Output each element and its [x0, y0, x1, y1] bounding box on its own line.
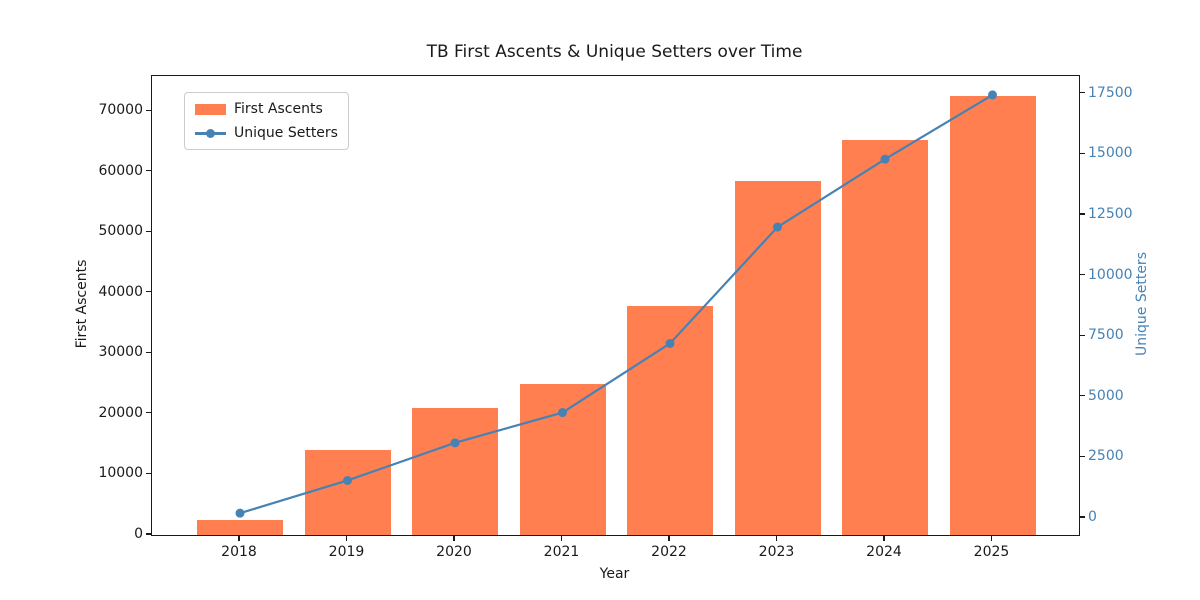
bar-2024 — [842, 139, 928, 535]
chart-title: TB First Ascents & Unique Setters over T… — [426, 42, 803, 62]
x-tick-label: 2022 — [651, 544, 687, 560]
x-tick-label: 2018 — [221, 544, 257, 560]
y2-tick-label: 0 — [1088, 509, 1097, 526]
y2-tick-label: 12500 — [1088, 205, 1133, 222]
y2-tick-mark — [1079, 516, 1085, 518]
y1-tick-mark — [146, 472, 151, 475]
marker-2025 — [988, 90, 998, 100]
bar-swatch-icon — [195, 103, 226, 115]
y1-tick-label: 20000 — [98, 404, 143, 421]
y1-tick-label: 30000 — [98, 344, 143, 361]
legend-item-unique-setters: Unique Setters — [195, 124, 338, 142]
x-tick-label: 2021 — [543, 544, 580, 560]
y2-tick-mark — [1079, 334, 1085, 336]
x-tick-mark — [238, 535, 240, 541]
x-tick-mark — [453, 535, 455, 541]
x-tick-label: 2023 — [758, 544, 795, 560]
y1-tick-mark — [146, 291, 151, 293]
y-axis-label-right: Unique Setters — [1134, 252, 1150, 356]
y2-tick-label: 17500 — [1088, 84, 1133, 101]
marker-2021 — [558, 408, 568, 418]
x-tick-mark — [990, 535, 993, 541]
y2-tick-mark — [1079, 92, 1085, 94]
x-tick-label: 2019 — [328, 544, 365, 560]
y-axis-label-left: First Ascents — [74, 259, 90, 349]
legend-item-first-ascents: First Ascents — [195, 100, 338, 118]
x-tick-label: 2020 — [436, 544, 472, 560]
x-tick-label: 2024 — [866, 544, 902, 560]
marker-2018 — [235, 508, 245, 518]
x-tick-label: 2025 — [973, 544, 1010, 560]
y1-tick-label: 50000 — [98, 223, 143, 240]
x-tick-mark — [345, 535, 348, 541]
y1-tick-label: 10000 — [98, 465, 143, 482]
y2-tick-label: 10000 — [1088, 266, 1133, 283]
bar-2018 — [197, 519, 283, 535]
y1-tick-label: 0 — [134, 526, 143, 542]
y1-tick-mark — [146, 170, 151, 172]
y2-tick-mark — [1079, 455, 1085, 457]
x-tick-mark — [775, 535, 778, 541]
y2-tick-mark — [1079, 273, 1085, 276]
x-tick-mark — [668, 535, 670, 541]
y1-tick-label: 70000 — [98, 102, 143, 119]
y1-tick-mark — [146, 109, 151, 111]
marker-2024 — [880, 154, 890, 164]
marker-2019 — [343, 475, 353, 485]
bar-2023 — [734, 180, 821, 535]
y1-tick-label: 40000 — [98, 283, 143, 300]
y1-tick-mark — [146, 412, 151, 414]
y2-tick-label: 15000 — [1088, 145, 1133, 162]
bar-2019 — [304, 450, 391, 535]
y1-tick-mark — [146, 533, 151, 535]
y1-tick-label: 60000 — [98, 162, 143, 179]
marker-2020 — [450, 438, 460, 448]
legend-label: First Ascents — [234, 101, 323, 117]
line-series — [235, 90, 998, 518]
marker-2023 — [773, 222, 783, 232]
y1-tick-mark — [146, 230, 151, 232]
line-marker-swatch-icon — [195, 126, 226, 140]
marker-2022 — [665, 338, 675, 348]
x-tick-mark — [883, 535, 885, 541]
y2-tick-label: 5000 — [1088, 387, 1124, 404]
legend: First Ascents Unique Setters — [184, 92, 349, 150]
y2-tick-label: 2500 — [1088, 448, 1124, 465]
x-tick-mark — [560, 535, 563, 541]
y2-tick-mark — [1079, 152, 1085, 154]
legend-label: Unique Setters — [234, 125, 338, 141]
y1-tick-mark — [146, 351, 151, 353]
bar-2020 — [412, 407, 498, 535]
plot-area: First Ascents Unique Setters — [151, 75, 1080, 536]
y2-tick-label: 7500 — [1088, 327, 1124, 344]
x-axis-label: Year — [599, 566, 630, 582]
bar-2025 — [949, 95, 1036, 535]
y2-tick-mark — [1079, 213, 1085, 215]
y2-tick-mark — [1079, 395, 1085, 397]
